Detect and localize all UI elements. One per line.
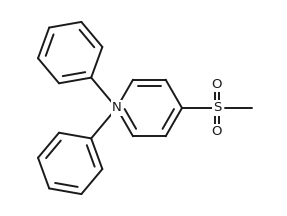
Text: O: O — [212, 125, 222, 138]
Text: N: N — [112, 102, 122, 114]
Text: O: O — [212, 78, 222, 91]
Text: S: S — [213, 102, 221, 114]
